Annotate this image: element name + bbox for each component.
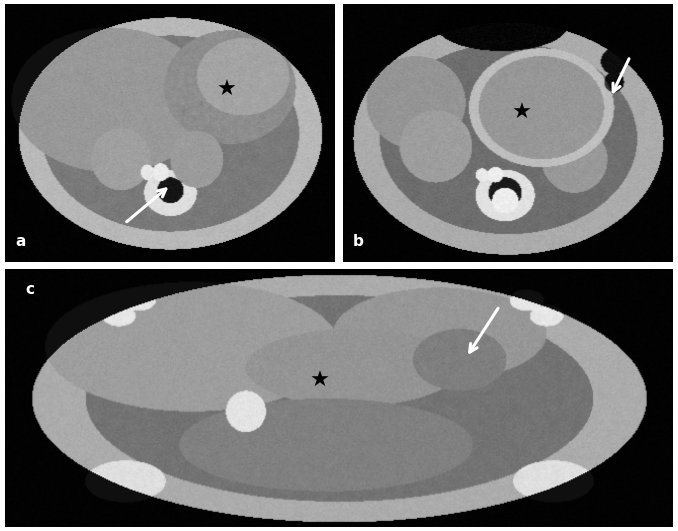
Text: a: a bbox=[16, 234, 26, 249]
Text: ★: ★ bbox=[217, 80, 237, 100]
Text: ★: ★ bbox=[511, 103, 532, 123]
Text: b: b bbox=[353, 234, 364, 249]
Text: c: c bbox=[26, 282, 35, 297]
Text: ★: ★ bbox=[309, 371, 330, 390]
